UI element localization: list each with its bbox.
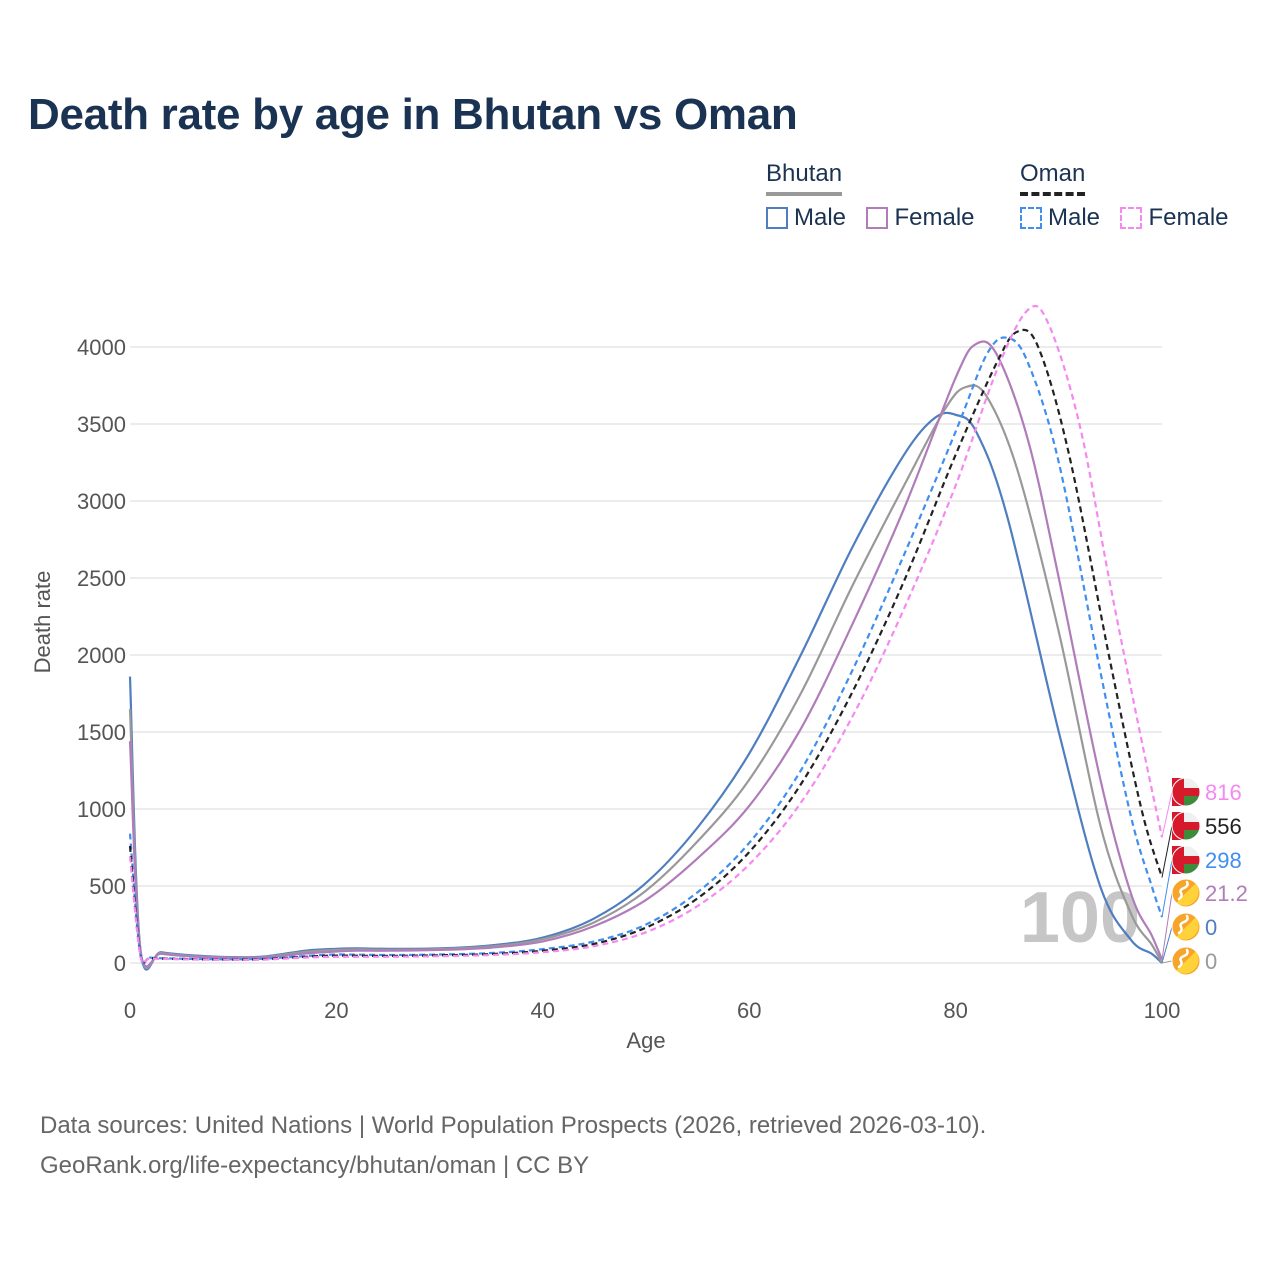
end-label-bhutan-female: 21.2	[1161, 878, 1248, 960]
legend-swatch-oman-female	[1120, 207, 1143, 229]
end-value-bhutan-male: 0	[1205, 915, 1217, 940]
end-label-oman-male: 298	[1161, 845, 1242, 918]
series-line-oman-female[interactable]	[128, 304, 1164, 965]
series-line-oman-total[interactable]	[128, 328, 1164, 965]
y-tick-label-1500: 1500	[77, 720, 126, 745]
y-tick-label-1000: 1000	[77, 797, 126, 822]
series-line-bhutan-female[interactable]	[128, 340, 1164, 968]
legend-group-bhutan: Bhutan Male Female	[766, 160, 991, 234]
legend-group-oman: Oman Male Female	[1020, 160, 1245, 234]
y-tick-label-2000: 2000	[77, 643, 126, 668]
legend-swatch-bhutan-female	[866, 207, 889, 229]
end-label-connector	[1161, 892, 1173, 960]
y-axis-ticks: 0 500 1000 1500 2000 2500 3000 3500 4000	[77, 335, 126, 976]
end-label-bhutan-male: 0	[1161, 912, 1217, 964]
end-value-bhutan-female: 21.2	[1205, 881, 1248, 906]
x-tick-label-20: 20	[324, 998, 348, 1023]
oman-flag-icon	[1171, 777, 1201, 807]
legend-swatch-oman-male	[1020, 207, 1042, 229]
legend-label-oman-female: Female	[1148, 204, 1229, 231]
end-value-oman-male: 298	[1205, 848, 1242, 873]
x-axis-ticks: 0 20 40 60 80 100	[124, 998, 1180, 1023]
end-label-oman-female: 816	[1161, 777, 1242, 838]
end-value-bhutan-total: 0	[1205, 949, 1217, 974]
end-label-bhutan-total: 0	[1161, 946, 1217, 976]
y-tick-label-2500: 2500	[77, 566, 126, 591]
legend-country-oman: Oman	[1020, 160, 1086, 196]
end-value-oman-total: 556	[1205, 814, 1242, 839]
legend: Bhutan Male Female Oman Male Female	[766, 160, 1266, 250]
legend-label-oman-male: Male	[1048, 204, 1101, 231]
end-label-connector	[1161, 960, 1173, 964]
grid	[130, 346, 1162, 964]
legend-item-bhutan-female[interactable]: Female	[866, 204, 975, 232]
x-tick-label-40: 40	[531, 998, 555, 1023]
y-tick-label-0: 0	[114, 951, 126, 976]
current-age-watermark: 100	[1020, 878, 1140, 958]
x-tick-label-60: 60	[737, 998, 761, 1023]
legend-item-oman-female[interactable]: Female	[1120, 204, 1229, 232]
legend-swatch-bhutan-male	[766, 207, 788, 229]
source-note: Data sources: United Nations | World Pop…	[40, 1106, 986, 1186]
x-tick-label-100: 100	[1144, 998, 1181, 1023]
legend-item-oman-male[interactable]: Male	[1020, 204, 1100, 232]
source-line-1: Data sources: United Nations | World Pop…	[40, 1112, 987, 1139]
chart-title: Death rate by age in Bhutan vs Oman	[28, 90, 798, 139]
y-tick-label-4000: 4000	[77, 335, 126, 360]
end-label-connector	[1161, 859, 1173, 918]
x-axis-label: Age	[626, 1028, 665, 1053]
series-line-bhutan-total[interactable]	[128, 384, 1163, 969]
oman-flag-icon	[1171, 845, 1201, 875]
y-tick-label-500: 500	[89, 874, 126, 899]
end-label-oman-total: 556	[1161, 811, 1242, 878]
y-tick-label-3000: 3000	[77, 489, 126, 514]
legend-country-bhutan: Bhutan	[766, 160, 843, 196]
series-line-oman-male[interactable]	[128, 336, 1164, 965]
series-lines	[128, 304, 1164, 971]
source-line-2: GeoRank.org/life-expectancy/bhutan/oman …	[40, 1152, 590, 1179]
y-tick-label-3500: 3500	[77, 412, 126, 437]
bhutan-flag-icon	[1171, 946, 1201, 976]
y-axis-label: Death rate	[30, 571, 55, 674]
legend-label-bhutan-female: Female	[894, 204, 975, 231]
end-label-connector	[1161, 791, 1173, 838]
end-label-connector	[1161, 825, 1173, 878]
bhutan-flag-icon	[1171, 912, 1201, 942]
legend-label-bhutan-male: Male	[794, 204, 847, 231]
oman-flag-icon	[1171, 811, 1201, 841]
end-label-connector	[1161, 926, 1173, 964]
x-tick-label-0: 0	[124, 998, 136, 1023]
legend-item-bhutan-male[interactable]: Male	[766, 204, 846, 232]
x-tick-label-80: 80	[943, 998, 967, 1023]
end-labels: 816 556 298 21.2 0 0	[1161, 777, 1248, 976]
end-value-oman-female: 816	[1205, 780, 1242, 805]
bhutan-flag-icon	[1171, 878, 1201, 908]
